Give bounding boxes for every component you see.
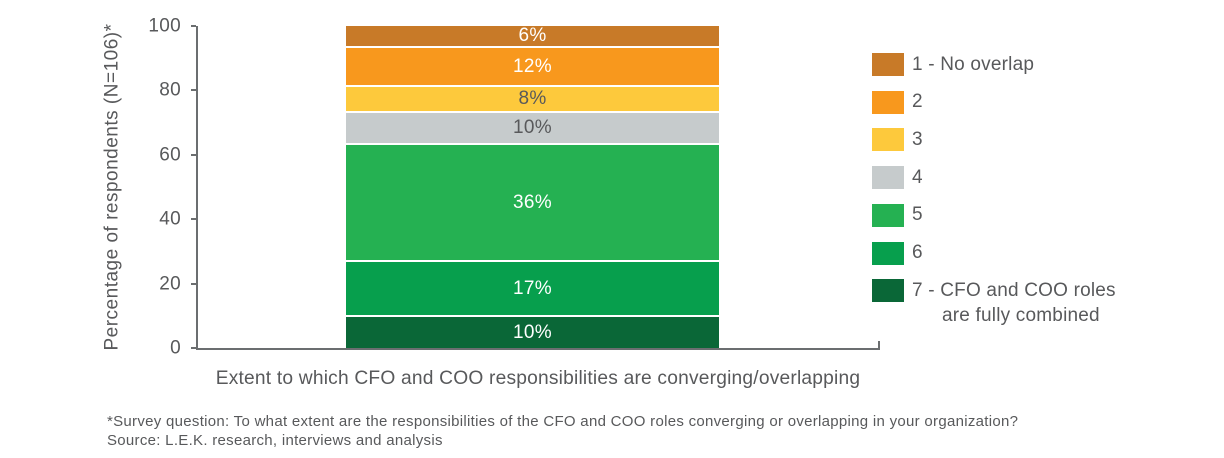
y-tick-label: 20 xyxy=(159,273,181,295)
bar-segment-value-label: 10% xyxy=(513,322,552,344)
bar-segment-value-label: 36% xyxy=(513,192,552,214)
bar-segment-6: 17% xyxy=(346,260,719,316)
y-axis-title-text: Percentage of respondents (N=106)* xyxy=(101,23,123,351)
footnote: *Survey question: To what extent are the… xyxy=(107,412,1018,450)
legend-label: 7 - CFO and COO roles xyxy=(912,279,1116,301)
legend-swatch xyxy=(872,166,904,190)
bar-segment-value-label: 17% xyxy=(513,278,552,300)
footnote-source: Source: L.E.K. research, interviews and … xyxy=(107,432,443,449)
legend-label: 1 - No overlap xyxy=(912,53,1035,75)
legend-swatch xyxy=(872,90,904,114)
y-tick-mark xyxy=(191,153,196,156)
x-axis-title: Extent to which CFO and COO responsibili… xyxy=(215,368,861,389)
y-tick-label: 80 xyxy=(159,79,181,101)
legend-label: 5 xyxy=(912,204,923,226)
y-tick-label: 40 xyxy=(159,208,181,230)
y-tick-label: 0 xyxy=(170,337,181,359)
y-tick-mark xyxy=(191,282,196,285)
y-tick-mark xyxy=(191,25,196,27)
x-axis-end-tick xyxy=(878,341,880,348)
footnote-survey-question: *Survey question: To what extent are the… xyxy=(107,413,1019,430)
x-axis-line xyxy=(196,348,880,350)
y-tick-mark xyxy=(191,347,196,349)
y-axis-line xyxy=(196,26,198,350)
legend-label: 3 xyxy=(912,128,923,150)
bar-segment-4: 10% xyxy=(346,110,719,144)
stacked-bar: 6% 12% 8% 10% 36% 17% 10% xyxy=(346,26,719,348)
legend-swatch xyxy=(872,241,904,265)
legend-label: 2 xyxy=(912,91,923,113)
bar-segment-2: 12% xyxy=(346,45,719,85)
y-tick-label: 100 xyxy=(148,15,181,37)
bar-segment-value-label: 8% xyxy=(518,88,547,110)
legend-swatch xyxy=(872,203,904,227)
bar-segment-3: 8% xyxy=(346,84,719,111)
y-tick-mark xyxy=(191,218,196,221)
legend-swatch xyxy=(872,53,904,76)
y-tick-label: 60 xyxy=(159,144,181,166)
legend-swatch xyxy=(872,279,904,303)
legend-label: 6 xyxy=(912,242,923,263)
bar-segment-7: 10% xyxy=(346,315,719,348)
bar-segment-1: 6% xyxy=(346,26,719,46)
legend-label: 4 xyxy=(912,166,923,188)
legend-label-line2: are fully combined xyxy=(942,305,1100,327)
bar-segment-value-label: 10% xyxy=(513,117,552,139)
bar-segment-value-label: 6% xyxy=(518,25,547,47)
bar-segment-value-label: 12% xyxy=(513,55,552,77)
legend-swatch xyxy=(872,128,904,152)
y-tick-mark xyxy=(191,89,196,92)
bar-segment-5: 36% xyxy=(346,143,719,261)
